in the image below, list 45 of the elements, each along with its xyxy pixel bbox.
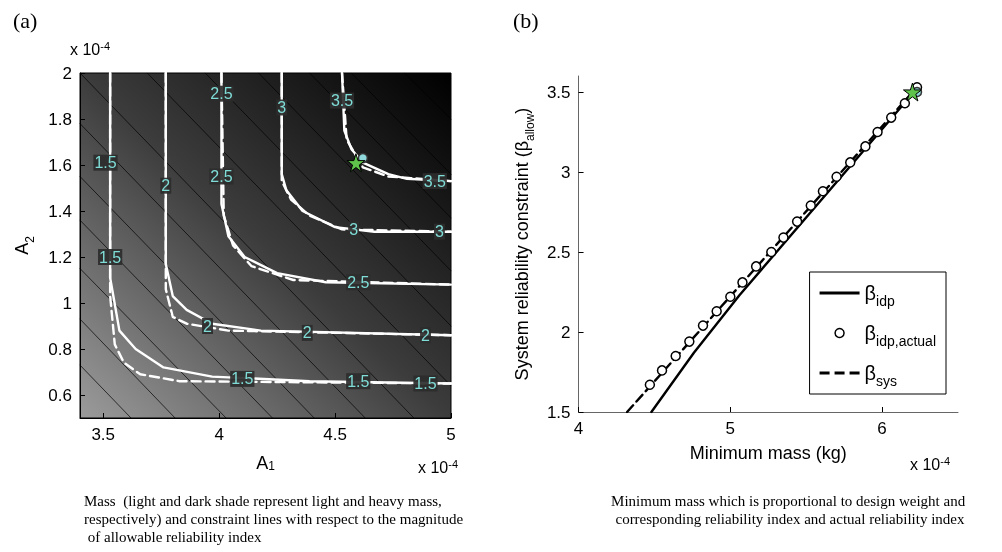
annotation: 1.5 bbox=[231, 370, 254, 388]
y-tick-label: 1.4 bbox=[48, 201, 72, 221]
annotation: 3.5 bbox=[330, 92, 354, 110]
y-tick-label: 2 bbox=[62, 63, 72, 83]
annotation: 3 bbox=[349, 220, 359, 238]
y-axis-title: A2 bbox=[12, 235, 37, 255]
x-tick-label: 5 bbox=[725, 419, 736, 438]
annotation: 1.5 bbox=[347, 372, 370, 390]
x-axis-title: A1 bbox=[256, 453, 276, 473]
y-tick-label: 1.8 bbox=[48, 109, 72, 129]
annotation: 2 bbox=[203, 317, 213, 335]
x-tick-label: 6 bbox=[877, 419, 887, 438]
y-tick-label: 2 bbox=[561, 322, 571, 342]
x-tick-label: 3.5 bbox=[91, 425, 116, 444]
y-tick-label: 3.5 bbox=[546, 82, 571, 102]
annotation: 1.5 bbox=[94, 154, 117, 172]
x-tick-label: 4 bbox=[214, 425, 224, 444]
annotation: 2 bbox=[161, 177, 171, 195]
chart-title: (a) bbox=[13, 7, 38, 33]
text: Mass (light and dark shade represent light and heavy mass, respectively) and constraint lines with respect to the magnitude of allowable reliability index bbox=[84, 493, 464, 545]
annotation: 2 bbox=[302, 324, 312, 342]
x-tick-label: 4.5 bbox=[323, 425, 347, 444]
annotation: 3 bbox=[434, 223, 444, 241]
y-tick-label: 3 bbox=[561, 162, 571, 182]
x-axis-title: Minimum mass (kg) bbox=[689, 443, 847, 463]
y-tick-label: 1.6 bbox=[48, 155, 72, 175]
y-tick-label: 2.5 bbox=[546, 242, 571, 262]
chart-title: (b) bbox=[513, 7, 539, 33]
annotation: 1.5 bbox=[99, 248, 122, 266]
annotation: 2.5 bbox=[210, 85, 233, 103]
text: Minimum mass which is proportional to design weight and corresponding reliability index and actual reliability index bbox=[611, 493, 969, 527]
x-tick-label: 5 bbox=[446, 425, 456, 444]
annotation: 3.5 bbox=[423, 172, 446, 190]
y-axis-title: System reliability constraint (βallow) bbox=[512, 107, 537, 381]
annotation: 2.5 bbox=[210, 168, 233, 185]
y-tick-label: 0.8 bbox=[48, 339, 72, 359]
y-tick-label: 1 bbox=[62, 293, 72, 313]
annotation: 2 bbox=[421, 326, 431, 344]
annotation: 1.5 bbox=[414, 375, 437, 392]
annotation: 3 bbox=[277, 99, 287, 116]
y-tick-label: 0.6 bbox=[48, 385, 72, 405]
y-tick-label: 1.2 bbox=[48, 247, 72, 267]
annotation: 2.5 bbox=[347, 273, 370, 291]
y-tick-label: 1.5 bbox=[546, 402, 571, 422]
x-tick-label: 4 bbox=[573, 419, 584, 438]
